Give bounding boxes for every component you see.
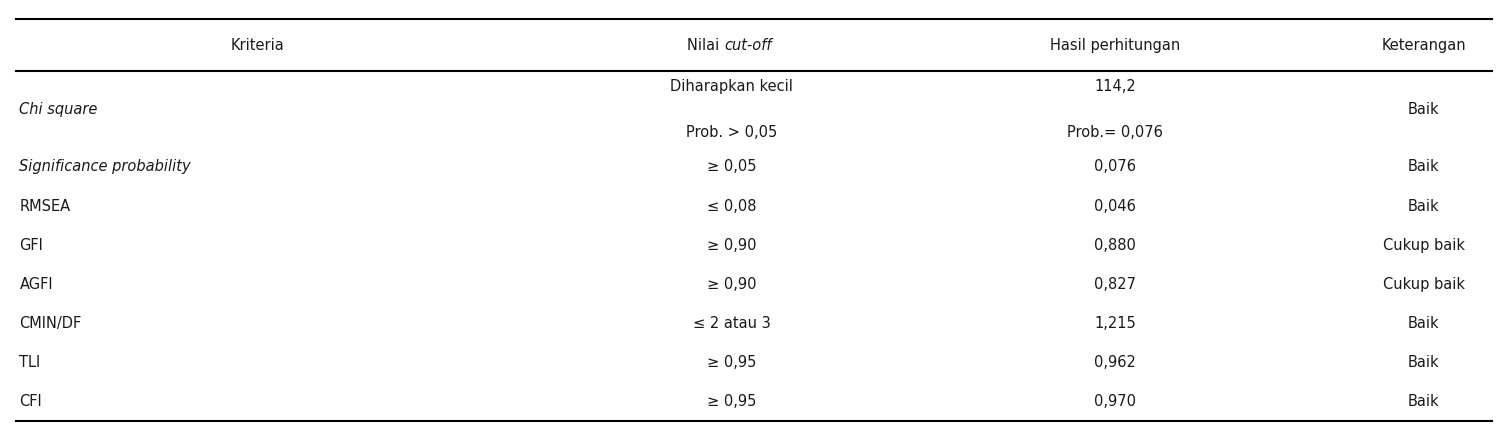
Text: ≥ 0,05: ≥ 0,05 <box>707 159 756 174</box>
Text: 0,880: 0,880 <box>1095 238 1136 253</box>
Text: RMSEA: RMSEA <box>20 198 71 213</box>
Text: Cukup baik: Cukup baik <box>1383 277 1464 292</box>
Text: 0,827: 0,827 <box>1095 277 1136 292</box>
Text: Baik: Baik <box>1408 394 1440 409</box>
Text: cut-off: cut-off <box>724 37 772 53</box>
Text: 1,215: 1,215 <box>1095 316 1136 331</box>
Text: CFI: CFI <box>20 394 42 409</box>
Text: GFI: GFI <box>20 238 44 253</box>
Text: 0,962: 0,962 <box>1095 355 1136 370</box>
Text: Baik: Baik <box>1408 102 1440 117</box>
Text: Nilai: Nilai <box>688 37 724 53</box>
Text: Baik: Baik <box>1408 198 1440 213</box>
Text: Prob. > 0,05: Prob. > 0,05 <box>686 125 777 139</box>
Text: ≥ 0,90: ≥ 0,90 <box>707 277 756 292</box>
Text: Hasil perhitungan: Hasil perhitungan <box>1050 37 1181 53</box>
Text: Diharapkan kecil: Diharapkan kecil <box>670 79 793 94</box>
Text: 0,076: 0,076 <box>1095 159 1136 174</box>
Text: Kriteria: Kriteria <box>231 37 284 53</box>
Text: Cukup baik: Cukup baik <box>1383 238 1464 253</box>
Text: ≥ 0,95: ≥ 0,95 <box>707 394 756 409</box>
Text: Keterangan: Keterangan <box>1381 37 1466 53</box>
Text: CMIN/DF: CMIN/DF <box>20 316 81 331</box>
Text: Baik: Baik <box>1408 159 1440 174</box>
Text: ≥ 0,95: ≥ 0,95 <box>707 355 756 370</box>
Text: Significance probability: Significance probability <box>20 159 192 174</box>
Text: ≤ 0,08: ≤ 0,08 <box>707 198 756 213</box>
Text: 0,046: 0,046 <box>1095 198 1136 213</box>
Text: TLI: TLI <box>20 355 41 370</box>
Text: Prob.= 0,076: Prob.= 0,076 <box>1068 125 1163 139</box>
Text: ≥ 0,90: ≥ 0,90 <box>707 238 756 253</box>
Text: 0,970: 0,970 <box>1095 394 1136 409</box>
Text: Chi square: Chi square <box>20 102 98 117</box>
Text: 114,2: 114,2 <box>1095 79 1136 94</box>
Text: Baik: Baik <box>1408 316 1440 331</box>
Text: ≤ 2 atau 3: ≤ 2 atau 3 <box>692 316 771 331</box>
Text: AGFI: AGFI <box>20 277 53 292</box>
Text: Baik: Baik <box>1408 355 1440 370</box>
